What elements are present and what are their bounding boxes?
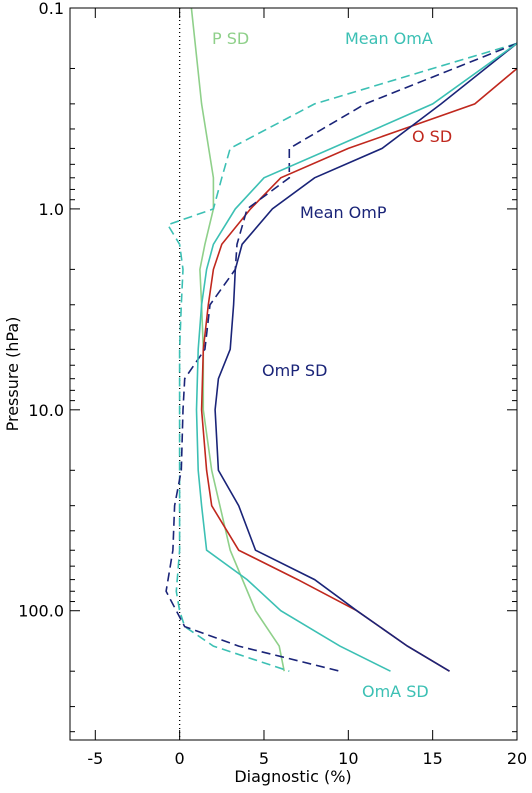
y-tick-label: 1.0 (39, 200, 64, 219)
series-label: OmP SD (262, 361, 327, 380)
series-line (200, 67, 518, 672)
x-tick-label: 10 (338, 749, 358, 768)
x-tick-label: -5 (87, 749, 103, 768)
series-label: P SD (212, 29, 249, 48)
series-label: Mean OmP (300, 203, 387, 222)
x-axis-label: Diagnostic (%) (234, 767, 351, 786)
series-line (166, 42, 518, 672)
y-tick-label: 0.1 (39, 0, 64, 18)
series-line (165, 42, 518, 672)
series-line (214, 42, 518, 672)
series-label: Mean OmA (345, 29, 433, 48)
x-tick-label: 20 (507, 749, 527, 768)
y-tick-label: 100.0 (18, 602, 64, 621)
series-label: OmA SD (362, 682, 429, 701)
series-label: O SD (412, 127, 452, 146)
y-tick-label: 10.0 (28, 401, 64, 420)
x-tick-label: 15 (422, 749, 442, 768)
series-line (195, 42, 518, 672)
y-axis-label: Pressure (hPa) (3, 317, 22, 432)
x-tick-label: 0 (175, 749, 185, 768)
plot-frame (69, 7, 518, 741)
series-line (190, 7, 285, 672)
x-tick-label: 5 (259, 749, 269, 768)
